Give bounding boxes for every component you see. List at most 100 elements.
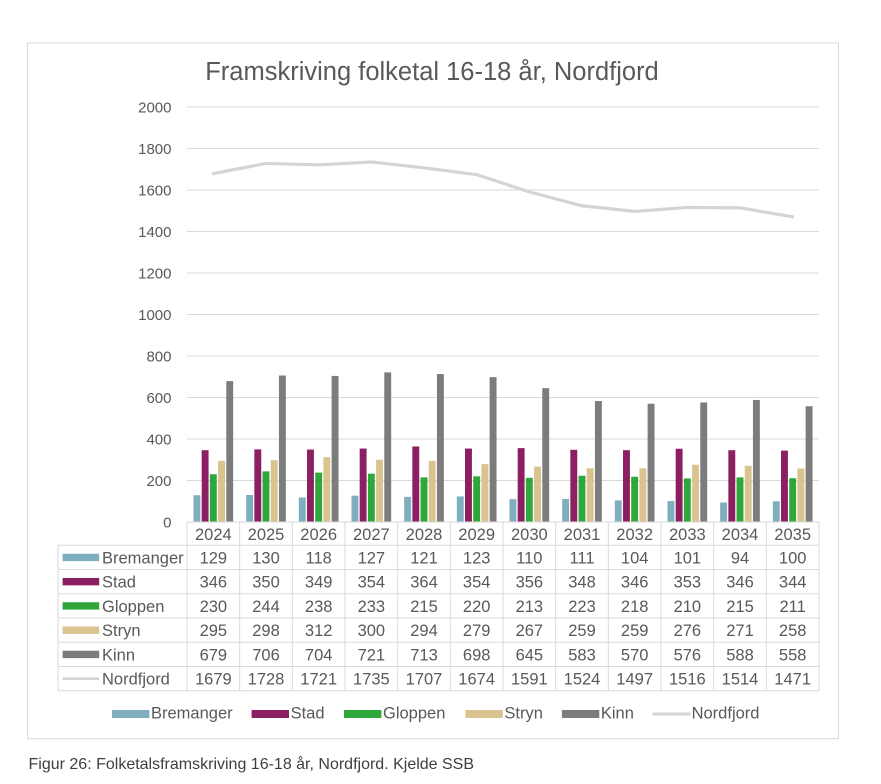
svg-text:0: 0	[163, 514, 171, 531]
svg-text:576: 576	[674, 646, 702, 664]
svg-text:2029: 2029	[458, 526, 495, 544]
svg-text:200: 200	[146, 473, 171, 490]
svg-text:600: 600	[146, 390, 171, 407]
svg-text:Nordfjord: Nordfjord	[692, 705, 760, 723]
svg-text:220: 220	[463, 598, 491, 616]
svg-text:223: 223	[568, 598, 596, 616]
svg-text:588: 588	[726, 646, 754, 664]
svg-text:230: 230	[200, 598, 228, 616]
svg-text:130: 130	[252, 549, 280, 567]
svg-text:2031: 2031	[564, 526, 601, 544]
svg-text:349: 349	[305, 574, 333, 592]
svg-text:2000: 2000	[138, 99, 171, 116]
svg-text:570: 570	[621, 646, 649, 664]
svg-text:244: 244	[252, 598, 280, 616]
svg-text:2026: 2026	[300, 526, 337, 544]
svg-text:354: 354	[358, 574, 386, 592]
svg-text:353: 353	[674, 574, 702, 592]
svg-text:558: 558	[779, 646, 807, 664]
svg-text:1674: 1674	[458, 671, 495, 689]
svg-text:271: 271	[726, 622, 754, 640]
svg-text:Stad: Stad	[291, 705, 325, 723]
svg-text:210: 210	[674, 598, 702, 616]
svg-text:Kinn: Kinn	[601, 705, 634, 723]
svg-text:1800: 1800	[138, 141, 171, 158]
svg-text:1400: 1400	[138, 224, 171, 241]
svg-text:1735: 1735	[353, 671, 390, 689]
svg-text:583: 583	[568, 646, 596, 664]
svg-text:1471: 1471	[774, 671, 811, 689]
svg-text:Framskriving folketal 16-18 år: Framskriving folketal 16-18 år, Nordfjor…	[205, 58, 659, 86]
svg-text:238: 238	[305, 598, 333, 616]
svg-text:Bremanger: Bremanger	[151, 705, 233, 723]
svg-text:1591: 1591	[511, 671, 548, 689]
svg-text:800: 800	[146, 348, 171, 365]
svg-text:364: 364	[410, 574, 438, 592]
svg-text:259: 259	[621, 622, 649, 640]
svg-text:1200: 1200	[138, 265, 171, 282]
svg-text:1000: 1000	[138, 307, 171, 324]
svg-text:1728: 1728	[248, 671, 285, 689]
svg-text:356: 356	[516, 574, 544, 592]
svg-text:346: 346	[200, 574, 228, 592]
svg-text:211: 211	[780, 598, 806, 616]
svg-text:312: 312	[305, 622, 333, 640]
svg-text:1707: 1707	[406, 671, 443, 689]
svg-text:2027: 2027	[353, 526, 390, 544]
svg-text:104: 104	[621, 549, 649, 567]
svg-text:400: 400	[146, 431, 171, 448]
svg-text:94: 94	[731, 549, 749, 567]
svg-text:344: 344	[779, 574, 807, 592]
svg-text:1679: 1679	[195, 671, 232, 689]
svg-text:Nordfjord: Nordfjord	[102, 671, 170, 689]
svg-text:Kinn: Kinn	[102, 646, 135, 664]
svg-text:2033: 2033	[669, 526, 706, 544]
svg-text:1524: 1524	[564, 671, 601, 689]
svg-text:346: 346	[621, 574, 649, 592]
svg-text:2035: 2035	[774, 526, 811, 544]
svg-text:Gloppen: Gloppen	[102, 598, 164, 616]
svg-text:279: 279	[463, 622, 491, 640]
svg-text:350: 350	[252, 574, 280, 592]
svg-text:123: 123	[463, 549, 491, 567]
svg-text:215: 215	[410, 598, 438, 616]
svg-text:118: 118	[306, 549, 332, 567]
svg-text:2028: 2028	[406, 526, 443, 544]
svg-text:679: 679	[200, 646, 228, 664]
svg-text:276: 276	[674, 622, 702, 640]
svg-text:354: 354	[463, 574, 491, 592]
svg-text:698: 698	[463, 646, 491, 664]
svg-text:300: 300	[358, 622, 386, 640]
svg-text:348: 348	[568, 574, 596, 592]
svg-text:267: 267	[516, 622, 544, 640]
svg-text:233: 233	[358, 598, 386, 616]
svg-text:2025: 2025	[248, 526, 285, 544]
svg-text:721: 721	[358, 646, 386, 664]
svg-text:1721: 1721	[300, 671, 337, 689]
svg-text:Stryn: Stryn	[504, 705, 543, 723]
svg-text:2034: 2034	[722, 526, 759, 544]
svg-text:127: 127	[358, 549, 386, 567]
svg-text:298: 298	[252, 622, 280, 640]
svg-text:Stryn: Stryn	[102, 622, 141, 640]
svg-text:259: 259	[568, 622, 596, 640]
svg-text:101: 101	[674, 549, 702, 567]
svg-text:2030: 2030	[511, 526, 548, 544]
svg-text:218: 218	[621, 598, 649, 616]
svg-text:713: 713	[410, 646, 438, 664]
svg-text:645: 645	[516, 646, 544, 664]
svg-text:2024: 2024	[195, 526, 232, 544]
svg-text:258: 258	[779, 622, 807, 640]
svg-text:1600: 1600	[138, 182, 171, 199]
svg-text:704: 704	[305, 646, 333, 664]
svg-text:111: 111	[569, 549, 594, 567]
svg-text:Bremanger: Bremanger	[102, 549, 184, 567]
svg-text:295: 295	[200, 622, 228, 640]
svg-text:294: 294	[410, 622, 438, 640]
svg-text:121: 121	[410, 549, 438, 567]
svg-text:1497: 1497	[616, 671, 653, 689]
svg-text:Stad: Stad	[102, 574, 136, 592]
svg-text:213: 213	[516, 598, 544, 616]
svg-text:Gloppen: Gloppen	[383, 705, 445, 723]
svg-text:346: 346	[726, 574, 754, 592]
